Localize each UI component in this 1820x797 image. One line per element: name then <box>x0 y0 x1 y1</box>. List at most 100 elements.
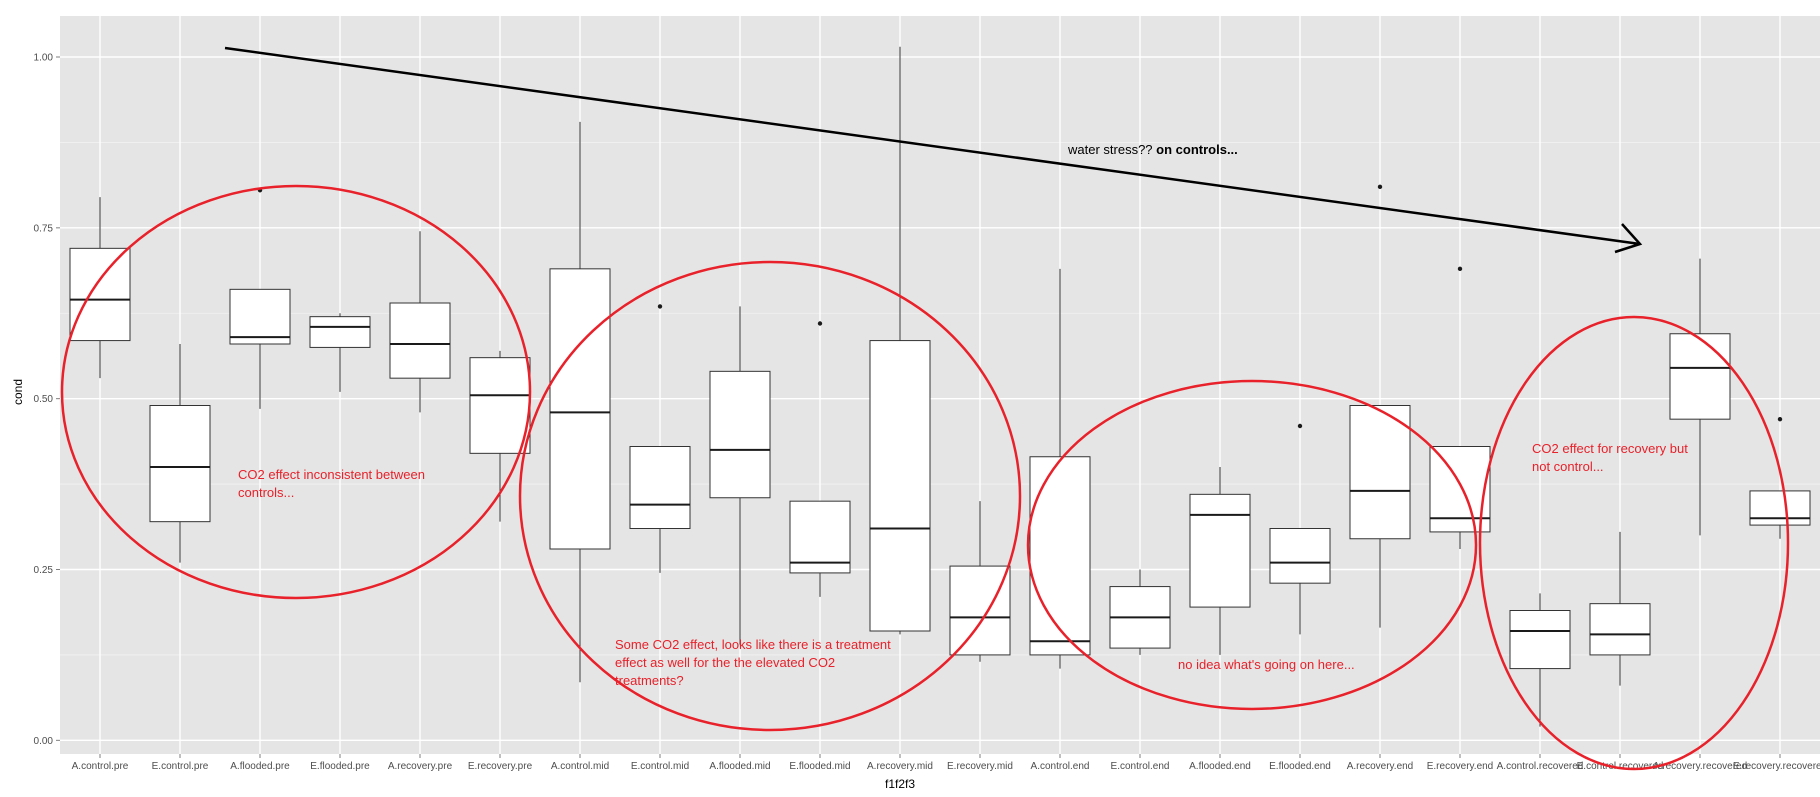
boxplot <box>949 501 1011 662</box>
boxplot <box>549 121 611 683</box>
box <box>309 316 371 348</box>
box <box>469 357 531 454</box>
boxplot <box>629 304 691 573</box>
outlier-point <box>1457 266 1463 272</box>
outlier-point <box>657 304 663 309</box>
x-tick-label: A.flooded.mid <box>709 761 770 772</box>
x-tick-label: E.flooded.pre <box>310 761 370 772</box>
annotations: water stress?? on controls... CO2 effect… <box>60 46 1790 771</box>
outlier-point <box>1777 416 1783 422</box>
boxplot <box>1749 416 1811 539</box>
x-tick-label: E.flooded.mid <box>789 761 850 772</box>
note-pre-line-2: controls... <box>238 485 294 500</box>
circle-end <box>1026 379 1478 711</box>
note-mid-line-2: effect as well for the the elevated CO2 <box>615 655 835 670</box>
x-tick-label: E.recovery.recovered <box>1733 761 1820 772</box>
boxplot <box>469 350 531 522</box>
arrow-label-regular: water stress?? <box>1067 142 1153 157</box>
note-pre: CO2 effect inconsistent between controls… <box>238 467 429 500</box>
y-tick-label: 1.00 <box>34 53 54 64</box>
x-tick-label: E.recovery.mid <box>947 761 1013 772</box>
boxplot <box>69 197 131 379</box>
boxplot <box>869 46 931 635</box>
x-tick-label: A.control.end <box>1031 761 1090 772</box>
box <box>69 247 131 342</box>
x-tick-label: E.control.pre <box>152 761 209 772</box>
x-tick-label: A.control.recovered <box>1497 761 1584 772</box>
note-recovered-line-2: not control... <box>1532 459 1604 474</box>
x-tick-label: A.recovery.mid <box>867 761 933 772</box>
x-tick-label: A.recovery.end <box>1347 761 1414 772</box>
boxplot <box>309 313 371 392</box>
boxplot <box>1189 467 1251 655</box>
box <box>1349 405 1411 540</box>
note-pre-line-1: CO2 effect inconsistent between <box>238 467 425 482</box>
x-tick-label: E.control.mid <box>631 761 689 772</box>
box <box>1029 456 1091 656</box>
box <box>629 446 691 529</box>
boxplot <box>1669 258 1731 536</box>
outlier-point <box>1297 423 1303 429</box>
note-mid-line-3: treatments? <box>615 673 684 688</box>
x-tick-label: A.control.mid <box>551 761 609 772</box>
box <box>1669 333 1731 420</box>
boxplot <box>1269 423 1331 635</box>
x-tick-label: E.flooded.end <box>1269 761 1331 772</box>
trend-arrow-line <box>224 46 1641 246</box>
y-tick-label: 0.25 <box>34 565 54 576</box>
boxplot <box>709 306 771 645</box>
box <box>789 500 851 574</box>
x-tick-label: A.flooded.pre <box>230 761 290 772</box>
boxplot <box>389 231 451 413</box>
x-tick-label: E.recovery.pre <box>468 761 533 772</box>
x-tick-label: A.recovery.pre <box>388 761 453 772</box>
boxplot <box>149 344 211 563</box>
note-mid-line-1: Some CO2 effect, looks like there is a t… <box>615 637 891 652</box>
arrow-label: water stress?? on controls... <box>1067 142 1238 157</box>
box <box>1509 610 1571 670</box>
x-axis-ticks: A.control.pre E.control.pre A.flooded.pre E… <box>72 754 1820 772</box>
boxplot <box>1589 531 1651 686</box>
box <box>1589 603 1651 656</box>
circle-pre <box>60 184 532 600</box>
note-end-line-1: no idea what's going on here... <box>1178 657 1355 672</box>
note-end: no idea what's going on here... <box>1178 657 1355 672</box>
box <box>1749 490 1811 526</box>
note-recovered-line-1: CO2 effect for recovery but <box>1532 441 1688 456</box>
box <box>1189 493 1251 608</box>
boxplot <box>229 188 291 409</box>
x-tick-label: A.recovery.recovered <box>1653 761 1747 772</box>
box <box>149 405 211 523</box>
trend-arrow-head <box>1614 223 1643 254</box>
boxplot <box>1349 184 1411 628</box>
box <box>229 288 291 345</box>
x-tick-label: E.control.end <box>1111 761 1170 772</box>
box <box>869 340 931 632</box>
x-tick-label: E.control.recovered <box>1577 761 1664 772</box>
x-tick-label: E.recovery.end <box>1427 761 1494 772</box>
outlier-point <box>1377 184 1383 190</box>
y-axis-ticks: 0.00 0.25 0.50 0.75 1.00 <box>34 53 60 747</box>
note-recovered: CO2 effect for recovery but not control.… <box>1532 441 1691 474</box>
y-tick-label: 0.75 <box>34 223 54 234</box>
y-tick-label: 0.00 <box>34 736 54 747</box>
box <box>1269 528 1331 584</box>
note-mid: Some CO2 effect, looks like there is a t… <box>615 637 894 688</box>
x-tick-label: A.flooded.end <box>1189 761 1251 772</box>
box <box>389 302 451 379</box>
x-tick-label: A.control.pre <box>72 761 129 772</box>
box <box>709 370 771 499</box>
y-tick-label: 0.50 <box>34 394 54 405</box>
x-axis-title: f1f2f3 <box>885 777 915 791</box>
box <box>549 268 611 550</box>
boxplot <box>789 321 851 597</box>
y-axis-title: cond <box>11 379 25 405</box>
circle-recovered <box>1478 315 1790 771</box>
box <box>949 565 1011 656</box>
outlier-point <box>817 321 823 326</box>
boxplot <box>1509 593 1571 727</box>
arrow-label-bold: on controls... <box>1156 142 1238 157</box>
boxplot <box>1109 569 1171 655</box>
boxplots <box>69 46 1811 727</box>
